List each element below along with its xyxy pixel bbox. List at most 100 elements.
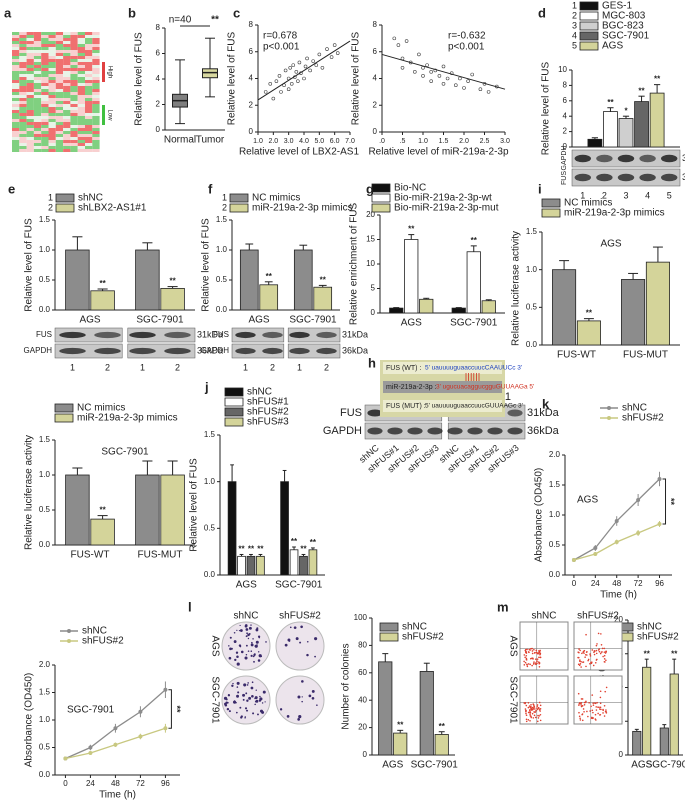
heatmap-cell <box>48 32 56 35</box>
y-tick-label: 20 <box>358 723 367 732</box>
event <box>526 648 528 651</box>
heatmap-cell <box>92 56 100 59</box>
legend-label: MGC-803 <box>602 11 646 22</box>
blot-lane: 1 <box>580 190 585 200</box>
heatmap-cell <box>41 74 49 77</box>
heatmap-cell <box>26 89 34 92</box>
event <box>586 654 588 656</box>
y-tick-label: 0.0 <box>526 340 538 349</box>
x-tick-label: SGC-7901 <box>646 760 685 771</box>
heatmap-cell <box>41 125 49 128</box>
heatmap-cell <box>85 35 93 38</box>
blot-row-label: FUS <box>213 330 229 339</box>
bar <box>256 555 265 576</box>
heatmap-cell <box>12 77 20 80</box>
heatmap-cell <box>12 53 20 56</box>
y-tick-label: 2 <box>563 127 568 136</box>
colony <box>255 628 259 632</box>
event <box>590 705 592 708</box>
heatmap-cell <box>92 44 100 47</box>
significance: ** <box>266 272 273 281</box>
x-tick-label: .5 <box>400 138 406 145</box>
y-tick-label: 0.0 <box>39 305 51 314</box>
point <box>441 64 446 69</box>
event <box>528 648 531 651</box>
point <box>297 60 302 65</box>
colony <box>250 654 253 657</box>
heatmap-cell <box>19 44 27 47</box>
heatmap-cell <box>63 56 71 59</box>
y-tick-label: 4 <box>563 111 568 120</box>
event <box>603 651 606 653</box>
heatmap-cell <box>48 35 56 38</box>
event <box>580 704 582 706</box>
y-axis-label: Absorbance (OD450) <box>24 673 35 768</box>
colony <box>298 715 302 719</box>
sequence-label: miR-219a-2-3p : <box>386 384 437 391</box>
event <box>598 650 601 653</box>
heatmap-cell <box>55 59 64 62</box>
event <box>580 702 582 705</box>
heatmap-cell <box>70 107 78 110</box>
point <box>263 90 268 94</box>
correlation: r=-0.632 <box>448 31 486 42</box>
point <box>335 51 340 55</box>
legend-number: 1 <box>222 192 227 202</box>
heatmap-cell <box>55 95 64 98</box>
colony <box>254 696 258 700</box>
event <box>538 662 541 664</box>
heatmap-cell <box>41 101 49 104</box>
heatmap-cell <box>41 104 49 107</box>
y-tick-label: 0 <box>371 308 376 317</box>
heatmap-cell <box>77 89 85 92</box>
heatmap-cell <box>92 50 100 53</box>
event <box>531 708 534 711</box>
point <box>466 79 470 83</box>
colony <box>250 686 254 690</box>
event <box>587 659 589 662</box>
event <box>596 643 598 645</box>
bar <box>160 474 185 546</box>
event <box>586 710 588 713</box>
colony <box>295 637 299 641</box>
heatmap-cell <box>92 68 100 71</box>
heatmap-cell <box>12 32 20 35</box>
heatmap-cell <box>55 89 64 92</box>
heatmap-cell <box>12 113 20 116</box>
event <box>598 708 601 710</box>
blot-lane: 2 <box>602 190 607 200</box>
event <box>529 663 531 666</box>
heatmap-cell <box>26 104 34 107</box>
heatmap-cell <box>77 113 85 116</box>
marker <box>113 742 118 747</box>
heatmap-cell <box>33 149 42 152</box>
marker <box>657 522 662 526</box>
blot-band <box>507 427 523 435</box>
heatmap-cell <box>63 146 71 149</box>
heatmap-cell <box>77 50 85 53</box>
heatmap-cell <box>33 80 42 83</box>
y-tick-label: 80 <box>358 641 367 650</box>
event <box>537 650 540 652</box>
event <box>577 692 580 695</box>
legend-number: 5 <box>572 40 577 50</box>
event <box>603 658 606 660</box>
colony <box>245 644 248 647</box>
event <box>605 659 607 662</box>
legend-label: shFUS#3 <box>247 417 289 428</box>
heatmap-cell <box>33 128 42 131</box>
colony <box>247 650 250 652</box>
heatmap-cell <box>26 65 34 68</box>
heatmap-cell <box>63 107 71 110</box>
x-tick-label: 96 <box>655 579 664 588</box>
event <box>579 663 582 665</box>
colony <box>250 624 252 626</box>
heatmap-cell <box>92 113 100 116</box>
x-tick-label: 5.0 <box>314 138 324 145</box>
heatmap-cell <box>12 134 20 137</box>
heatmap-cell <box>77 98 85 101</box>
colony <box>244 656 248 660</box>
point <box>291 63 296 67</box>
legend-swatch <box>224 387 244 397</box>
event <box>583 652 585 654</box>
